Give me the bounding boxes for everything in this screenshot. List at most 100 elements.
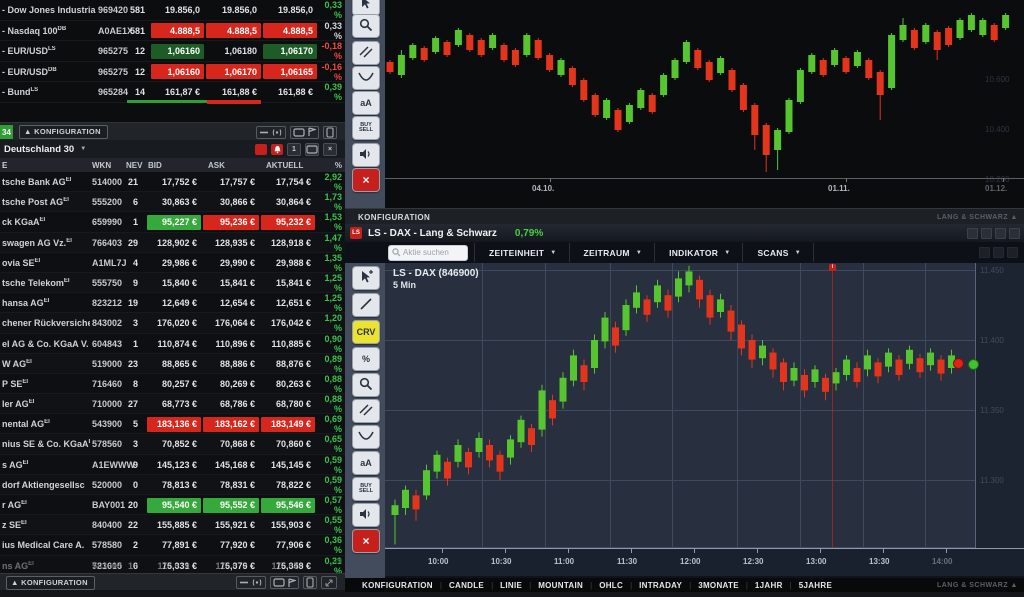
push-stream-icon[interactable] (255, 143, 267, 155)
chevron-down-icon[interactable]: ▼ (80, 146, 87, 152)
konfiguration-button[interactable]: ▲ KONFIGURATION (6, 575, 95, 590)
last-value: 1,06170 (263, 43, 317, 59)
layer-1-button[interactable]: 1 (287, 142, 301, 156)
instrument-name: s AGEI (2, 459, 29, 470)
watchlist-row[interactable]: hansa AGEI 823212 19 12,649 € 12,654 € 12,… (0, 293, 345, 314)
close-tool-button[interactable]: × (352, 168, 380, 192)
window-restore-button[interactable] (981, 227, 992, 239)
menu-item-5jahre[interactable]: 5JAHRE (798, 580, 833, 590)
col-header[interactable]: % (334, 160, 342, 170)
col-header[interactable]: BID (148, 160, 162, 170)
bell-icon[interactable] (271, 143, 283, 155)
chart-window-title-bar[interactable]: LS LS - DAX - Lang & Schwarz 0,79% (345, 224, 1024, 242)
parallel-lines-tool-button[interactable] (352, 399, 380, 423)
col-header[interactable]: AKTUELL (266, 160, 304, 170)
close-button[interactable]: × (323, 142, 337, 156)
watchlist-row[interactable]: 581005 6 75,331 € 75,376 € 75,348 € 0,29 % (0, 556, 345, 573)
panel-icon[interactable] (993, 247, 1004, 258)
menu-item-linie[interactable]: LINIE (500, 580, 523, 590)
watchlist-row[interactable]: P SEEI 716460 8 80,257 € 80,269 € 80,263 €… (0, 373, 345, 395)
menu-item-candle[interactable]: CANDLE (448, 580, 485, 590)
watchlist-row[interactable]: chener Rückversiche 843002 3 176,020 € 17… (0, 313, 345, 334)
magnifier-tool-button[interactable] (352, 373, 380, 397)
window-flag-group[interactable] (270, 576, 299, 589)
magnifier-tool-button[interactable] (352, 14, 380, 38)
menu-zeitraum[interactable]: ZEITRAUM ▼ (568, 243, 655, 262)
index-row[interactable]: - EUR/USDLS 965275 12 1,06160 1,06180 1,06… (0, 41, 345, 62)
watchlist-row[interactable]: tsche Post AGEI 555200 6 30,863 € 30,866 … (0, 192, 345, 213)
watchlist-row[interactable]: nius SE & Co. KGaAE 578560 3 70,852 € 70,… (0, 434, 345, 455)
text-size-tool-button[interactable]: aA (352, 91, 380, 115)
index-row[interactable]: - Dow Jones Industria 969420 581 19.856,… (0, 0, 345, 21)
intraday-candlestick-chart[interactable]: i LS - DAX (846900) 5 Min (385, 263, 975, 548)
index-row[interactable]: - EUR/USDDB 965275 12 1,06160 1,06170 1,06… (0, 62, 345, 82)
konfiguration-label[interactable]: KONFIGURATION (358, 212, 431, 222)
price-axis[interactable]: 11.450 11.400 11.350 11.300 (975, 263, 1024, 548)
menu-item-1jahr[interactable]: 1JAHR (754, 580, 783, 590)
minimize-broadcast-group[interactable] (236, 576, 266, 589)
curve-tool-button[interactable] (352, 66, 380, 90)
watchlist-row[interactable]: dorf Aktiengesellsc 520000 0 78,813 € 78,… (0, 474, 345, 495)
watchlist-row[interactable]: el AG & Co. KGaA V. 604843 1 110,874 € 11… (0, 333, 345, 354)
search-input[interactable]: Aktie suchen (388, 244, 468, 261)
time-axis[interactable]: 10:00 10:30 11:00 11:30 12:00 12:30 13:0… (385, 548, 1024, 576)
window-close-button[interactable] (1009, 227, 1020, 239)
col-header[interactable]: WKN (92, 160, 112, 170)
phone-icon[interactable] (303, 576, 317, 589)
window-flag-group[interactable] (290, 125, 319, 139)
menu-indikator[interactable]: INDIKATOR ▼ (654, 243, 742, 262)
cursor-plus-tool-button[interactable] (352, 266, 380, 290)
wkn: 659990 (92, 217, 123, 228)
col-header[interactable]: NEV (126, 160, 143, 170)
buy-sell-tool-button[interactable]: BUY SELL (352, 477, 380, 501)
daily-candlestick-chart[interactable]: 04.10. 01.11. 01.12. 10.600 10.400 10.200 (385, 0, 1024, 196)
minimize-broadcast-group[interactable] (256, 125, 286, 139)
watchlist-row[interactable]: s AGEI A1EWWW 9 145,123 € 145,168 € 145,14… (0, 454, 345, 475)
news-marker-icon[interactable]: i (829, 264, 836, 271)
konfiguration-button[interactable]: ▲ KONFIGURATION (19, 125, 108, 139)
panel-icon[interactable] (979, 247, 990, 258)
menu-item-konfiguration[interactable]: KONFIGURATION (362, 580, 433, 590)
watchlist-row[interactable]: z SEEI 840400 22 155,885 € 155,921 € 155,9… (0, 515, 345, 536)
watchlist-row[interactable]: tsche Bank AGEI 514000 21 17,752 € 17,757… (0, 172, 345, 193)
menu-item-3monate[interactable]: 3MONATE (698, 580, 739, 590)
trendline-tool-button[interactable] (352, 293, 380, 317)
watchlist-title[interactable]: Deutschland 30 (4, 143, 75, 155)
watchlist-row[interactable]: ler AGEI 710000 27 68,773 € 68,786 € 68,78… (0, 394, 345, 415)
index-row[interactable]: - Nasdaq 100DB A0AE1X 581 4.888,5 4.888,5… (0, 21, 345, 41)
col-header[interactable]: E (2, 160, 8, 170)
curve-tool-button[interactable] (352, 425, 380, 449)
wkn: 716460 (92, 378, 123, 389)
speaker-tool-button[interactable] (352, 143, 380, 167)
window-maximize-button[interactable] (995, 227, 1006, 239)
speaker-tool-button[interactable] (352, 503, 380, 527)
watchlist-row[interactable]: ck KGaAEI 659990 1 95,227 €95,236 €95,23… (0, 212, 345, 233)
watchlist-row[interactable]: tsche TelekomEI 555750 9 15,840 € 15,841 … (0, 272, 345, 294)
percent-tool-button[interactable]: % (352, 347, 380, 371)
watchlist-row[interactable]: ius Medical Care A. 578580 2 77,891 € 77,… (0, 535, 345, 556)
watchlist-partial-row[interactable]: 581005 6 75,331 € 75,376 € 75,348 € 0,29 % (0, 556, 345, 573)
menu-zeiteinheit[interactable]: ZEITEINHEIT ▼ (474, 243, 569, 262)
panel-icon[interactable] (1007, 247, 1018, 258)
phone-icon[interactable] (323, 125, 337, 139)
close-tool-button[interactable]: × (352, 529, 380, 553)
menu-item-ohlc[interactable]: OHLC (599, 580, 624, 590)
new-window-button[interactable] (305, 142, 319, 156)
watchlist-row[interactable]: swagen AG Vz.EI 766403 29 128,902 € 128,9… (0, 232, 345, 253)
menu-item-mountain[interactable]: MOUNTAIN (538, 580, 584, 590)
col-header[interactable]: ASK (208, 160, 225, 170)
buy-dot-icon[interactable] (968, 359, 979, 370)
resize-icon[interactable] (321, 576, 337, 589)
menu-item-intraday[interactable]: INTRADAY (639, 580, 683, 590)
parallel-lines-tool-button[interactable] (352, 41, 380, 65)
watchlist-row[interactable]: W AGEI 519000 23 88,865 € 88,886 € 88,876 … (0, 353, 345, 374)
watchlist-row[interactable]: ovia SEEI A1ML7J 4 29,986 € 29,990 € 29,98… (0, 252, 345, 273)
watchlist-row[interactable]: nental AGEI 543900 5 183,136 €183,162 €1… (0, 414, 345, 435)
crv-tool-button[interactable]: CRV (352, 320, 380, 344)
text-size-tool-button[interactable]: aA (352, 451, 380, 475)
window-minimize-button[interactable] (967, 227, 978, 239)
watchlist-row[interactable]: r AGEI BAY001 20 95,540 €95,552 €95,546 … (0, 495, 345, 516)
sell-dot-icon[interactable] (953, 358, 964, 369)
menu-scans[interactable]: SCANS ▼ (742, 243, 813, 262)
buy-sell-tool-button[interactable]: BUY SELL (352, 116, 380, 140)
